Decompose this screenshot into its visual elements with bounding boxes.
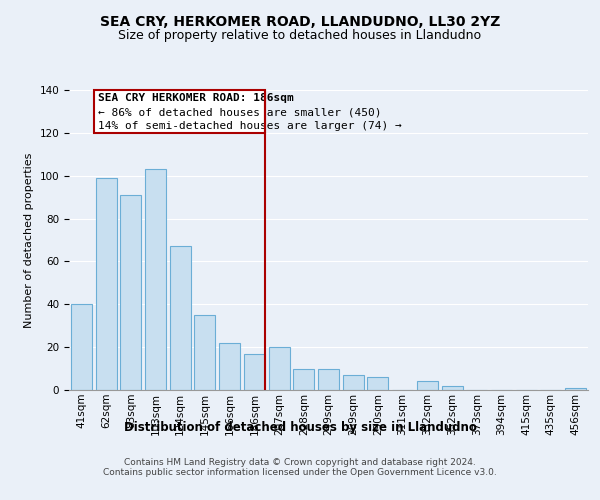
Bar [194, 315, 215, 390]
Bar [343, 375, 364, 390]
Bar [417, 382, 438, 390]
Bar [442, 386, 463, 390]
Bar [318, 368, 339, 390]
Bar [293, 368, 314, 390]
Text: ← 86% of detached houses are smaller (450): ← 86% of detached houses are smaller (45… [98, 107, 382, 117]
Text: Size of property relative to detached houses in Llandudno: Size of property relative to detached ho… [118, 28, 482, 42]
Text: Distribution of detached houses by size in Llandudno: Distribution of detached houses by size … [124, 421, 476, 434]
Bar [367, 377, 388, 390]
Text: 14% of semi-detached houses are larger (74) →: 14% of semi-detached houses are larger (… [98, 121, 401, 131]
Bar [170, 246, 191, 390]
Text: Contains public sector information licensed under the Open Government Licence v3: Contains public sector information licen… [103, 468, 497, 477]
Bar [71, 304, 92, 390]
Y-axis label: Number of detached properties: Number of detached properties [24, 152, 34, 328]
Bar [145, 170, 166, 390]
Text: SEA CRY, HERKOMER ROAD, LLANDUDNO, LL30 2YZ: SEA CRY, HERKOMER ROAD, LLANDUDNO, LL30 … [100, 16, 500, 30]
Bar [120, 195, 141, 390]
Bar [269, 347, 290, 390]
Bar [94, 90, 265, 133]
Bar [244, 354, 265, 390]
Text: Contains HM Land Registry data © Crown copyright and database right 2024.: Contains HM Land Registry data © Crown c… [124, 458, 476, 467]
Bar [565, 388, 586, 390]
Bar [95, 178, 116, 390]
Bar [219, 343, 240, 390]
Text: SEA CRY HERKOMER ROAD: 186sqm: SEA CRY HERKOMER ROAD: 186sqm [98, 93, 293, 103]
